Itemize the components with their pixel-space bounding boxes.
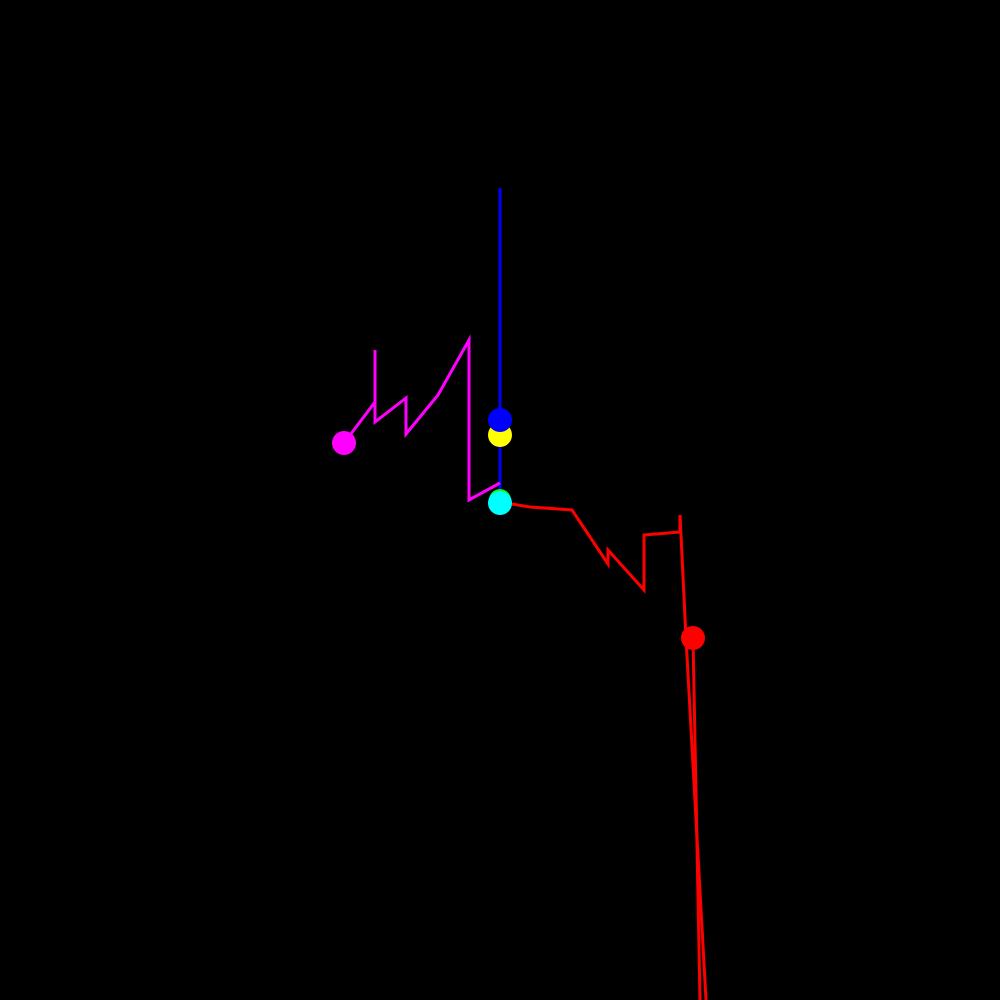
cyan-agent: [488, 491, 512, 515]
red-trail-return: [691, 637, 702, 1000]
magenta-trail: [342, 334, 501, 503]
blue-agent: [488, 408, 512, 432]
magenta-agent: [332, 431, 356, 455]
red-agent: [681, 626, 705, 650]
red-trail: [499, 500, 708, 1000]
